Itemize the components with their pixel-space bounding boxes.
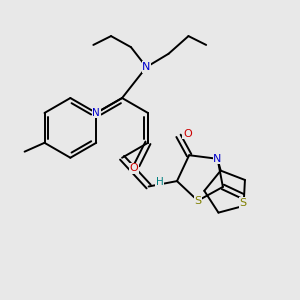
Text: H: H: [156, 177, 164, 187]
Text: N: N: [92, 108, 100, 118]
Text: O: O: [129, 163, 138, 173]
Text: S: S: [239, 198, 247, 208]
Text: S: S: [194, 196, 201, 206]
Text: N: N: [92, 108, 100, 118]
Text: N: N: [142, 62, 151, 72]
Text: N: N: [213, 154, 222, 164]
Text: O: O: [183, 129, 192, 139]
